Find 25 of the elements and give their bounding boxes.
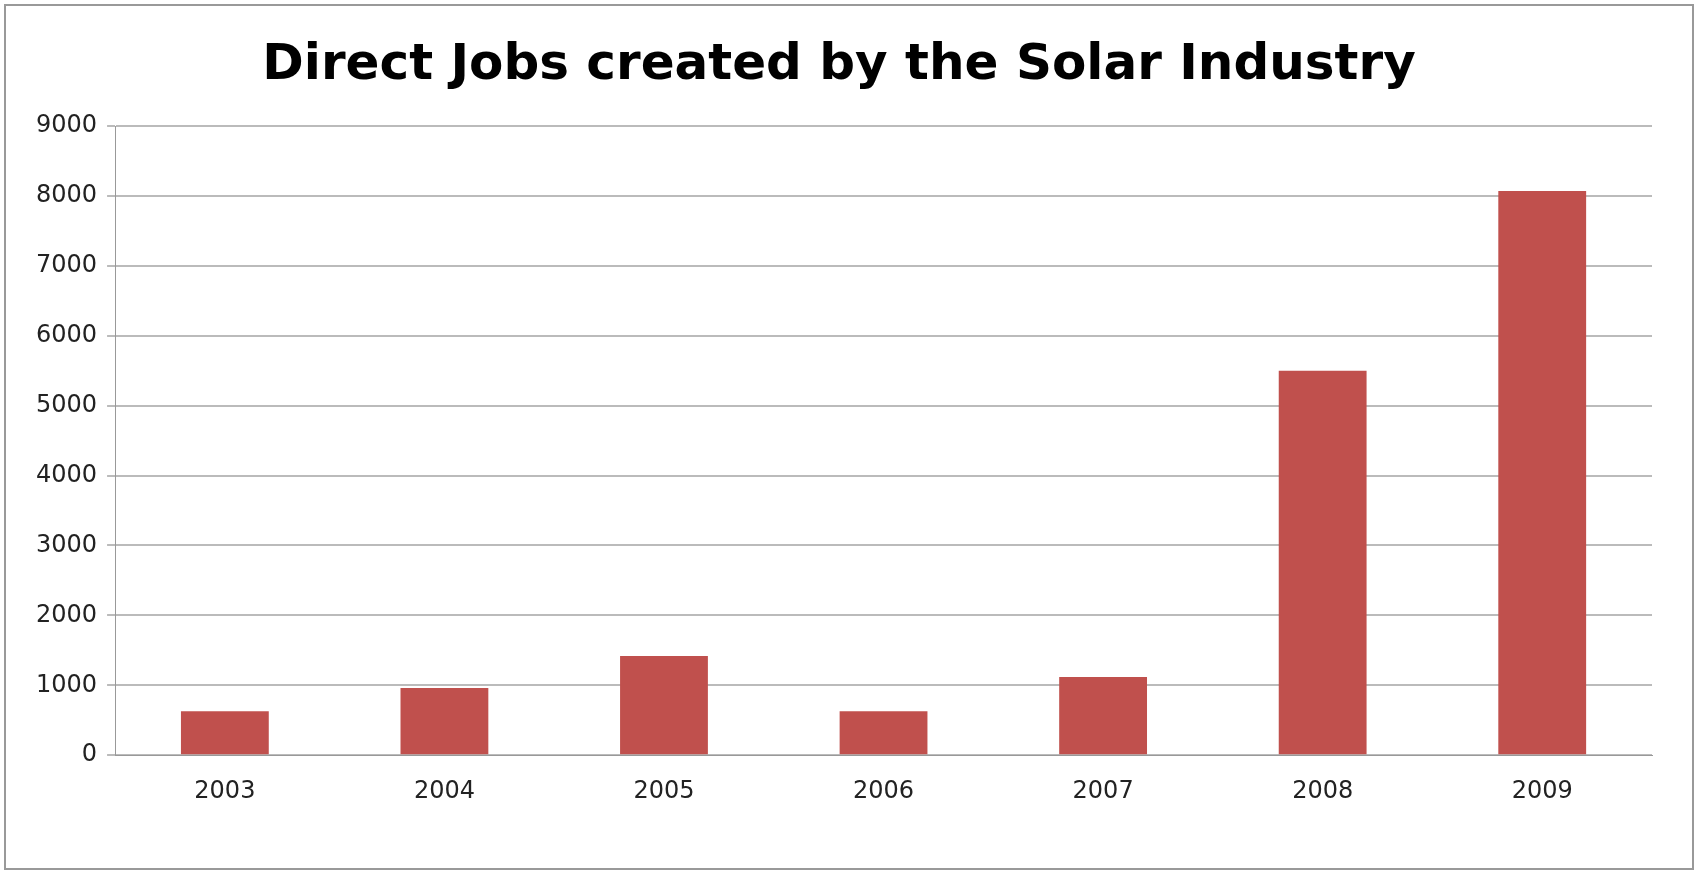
x-tick-label: 2006: [853, 775, 915, 804]
y-tick-label: 8000: [36, 180, 98, 209]
y-tick-label: 7000: [36, 250, 98, 279]
bar: [180, 711, 269, 755]
bar: [400, 688, 489, 755]
y-tick-label: 4000: [36, 459, 98, 488]
bar: [1059, 676, 1148, 755]
x-tick-label: 2009: [1511, 775, 1573, 804]
x-tick-label: 2004: [413, 775, 475, 804]
y-tick-label: 9000: [36, 110, 98, 139]
y-tick-label: 0: [81, 739, 98, 768]
bar: [839, 711, 928, 755]
y-tick-label: 6000: [36, 319, 98, 348]
y-tick-label: 5000: [36, 389, 98, 418]
y-tick-label: 1000: [36, 669, 98, 698]
x-tick-label: 2008: [1292, 775, 1354, 804]
bar: [620, 655, 708, 755]
y-tick-label: 2000: [36, 599, 98, 628]
bar: [1498, 191, 1587, 755]
bar: [1278, 370, 1367, 755]
x-tick-label: 2007: [1072, 775, 1134, 804]
chart-title: Direct Jobs created by the Solar Industry: [262, 32, 1416, 91]
y-tick-label: 3000: [36, 529, 98, 558]
x-tick-label: 2003: [194, 775, 256, 804]
x-tick-label: 2005: [633, 775, 695, 804]
